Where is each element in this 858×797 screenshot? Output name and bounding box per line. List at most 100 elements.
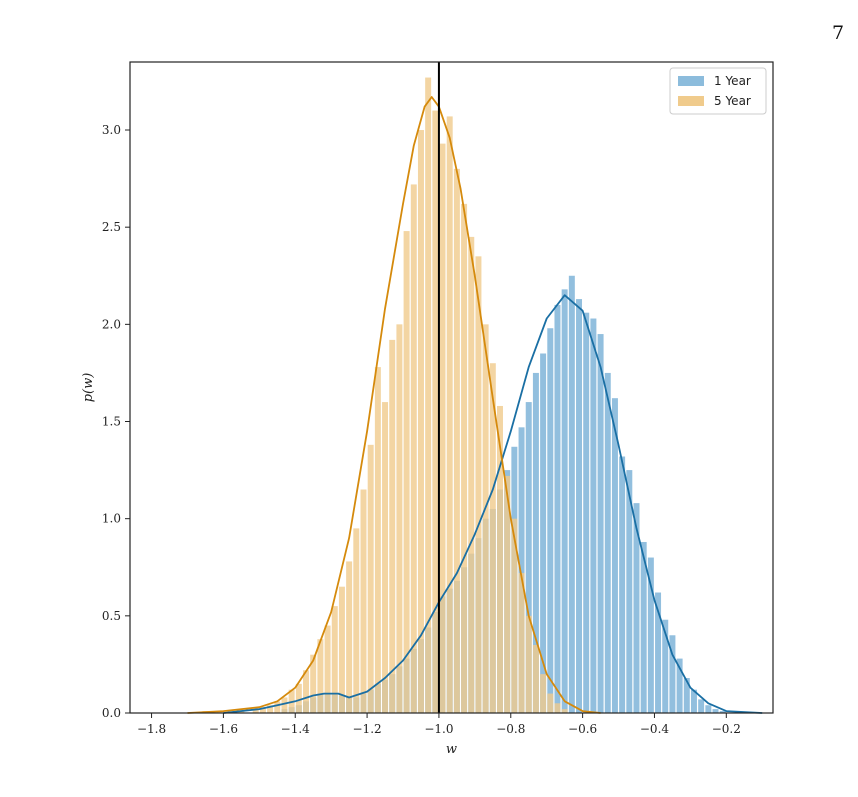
bar-5-year-3 bbox=[252, 709, 259, 713]
bar-5-year-29 bbox=[439, 143, 446, 713]
kde-line-1-year bbox=[223, 294, 763, 714]
bar-5-year-35 bbox=[482, 324, 489, 713]
x-axis-label: w bbox=[446, 742, 457, 757]
bar-5-year-44 bbox=[547, 693, 554, 713]
bar-5-year-15 bbox=[338, 586, 345, 713]
bar-5-year-21 bbox=[382, 402, 389, 713]
bar-5-year-28 bbox=[432, 110, 439, 713]
bar-5-year-46 bbox=[561, 709, 568, 713]
bar-1-year-47 bbox=[619, 456, 626, 713]
page-number: 7 bbox=[832, 22, 845, 44]
x-tick-label: −0.4 bbox=[640, 722, 670, 736]
bar-1-year-53 bbox=[662, 619, 669, 713]
bar-1-year-40 bbox=[568, 275, 575, 713]
bar-5-year-20 bbox=[374, 367, 381, 713]
bar-1-year-33 bbox=[518, 427, 525, 713]
bar-5-year-16 bbox=[346, 561, 353, 713]
bar-1-year-38 bbox=[554, 304, 561, 713]
bar-5-year-41 bbox=[525, 615, 532, 713]
bar-1-year-34 bbox=[525, 402, 532, 713]
bar-5-year-43 bbox=[540, 674, 547, 713]
x-tick-label: −1.2 bbox=[353, 722, 382, 736]
legend: 1 Year 5 Year bbox=[669, 67, 767, 115]
bar-5-year-26 bbox=[417, 130, 424, 714]
kde-line-5-year bbox=[187, 96, 601, 714]
kde-layer bbox=[187, 96, 763, 714]
bar-1-year-55 bbox=[676, 658, 683, 713]
bar-1-year-57 bbox=[690, 689, 697, 713]
bar-1-year-50 bbox=[640, 541, 647, 713]
bar-1-year-41 bbox=[576, 299, 583, 713]
x-tick-label: −1.8 bbox=[137, 722, 166, 736]
bar-5-year-38 bbox=[504, 475, 511, 713]
bar-1-year-48 bbox=[626, 470, 633, 713]
bar-5-year-4 bbox=[259, 707, 266, 713]
bar-1-year-35 bbox=[532, 372, 539, 713]
bar-1-year-37 bbox=[547, 328, 554, 713]
x-tick-label: −1.0 bbox=[424, 722, 453, 736]
y-tick-label: 0.0 bbox=[102, 706, 121, 720]
y-axis-label: p(w) bbox=[81, 373, 96, 403]
bar-5-year-24 bbox=[403, 231, 410, 713]
bar-1-year-44 bbox=[597, 334, 604, 713]
bar-5-year-36 bbox=[489, 363, 496, 713]
bar-1-year-56 bbox=[683, 678, 690, 713]
x-tick-label: −1.6 bbox=[209, 722, 238, 736]
bar-1-year-46 bbox=[611, 398, 618, 713]
legend-swatch bbox=[678, 76, 704, 86]
y-tick-label: 1.0 bbox=[102, 512, 121, 526]
bar-1-year-54 bbox=[669, 635, 676, 713]
bar-5-year-5 bbox=[267, 705, 274, 713]
legend-label: 5 Year bbox=[714, 94, 751, 108]
y-tick-label: 2.5 bbox=[102, 220, 121, 234]
bar-5-year-2 bbox=[238, 711, 245, 713]
bar-5-year-39 bbox=[511, 518, 518, 713]
bar-5-year-22 bbox=[389, 339, 396, 713]
bar-5-year-18 bbox=[360, 489, 367, 713]
bar-1-year-49 bbox=[633, 503, 640, 713]
bar-5-year-6 bbox=[274, 701, 281, 713]
bar-5-year-30 bbox=[446, 116, 453, 714]
bar-5-year-25 bbox=[410, 184, 417, 713]
bar-5-year-42 bbox=[532, 644, 539, 713]
bar-5-year-17 bbox=[353, 528, 360, 713]
y-axis-ticks: 0.0 0.5 1.0 1.5 2.0 2.5 3.0 bbox=[102, 123, 130, 720]
bar-1-year-52 bbox=[655, 592, 662, 713]
bar-5-year-23 bbox=[396, 324, 403, 713]
x-tick-label: −1.4 bbox=[281, 722, 311, 736]
bar-1-year-45 bbox=[604, 372, 611, 713]
legend-swatch bbox=[678, 96, 704, 106]
bar-1-year-42 bbox=[583, 312, 590, 713]
y-tick-label: 1.5 bbox=[102, 415, 121, 429]
bar-5-year-7 bbox=[281, 697, 288, 713]
y-tick-label: 3.0 bbox=[102, 123, 121, 137]
bar-5-year-12 bbox=[317, 639, 324, 713]
bar-5-year-10 bbox=[303, 670, 310, 713]
x-tick-label: −0.8 bbox=[496, 722, 525, 736]
x-tick-label: −0.6 bbox=[568, 722, 597, 736]
x-axis-ticks: −1.8 −1.6 −1.4 −1.2 −1.0 −0.8 −0.6 −0.4 −0.2 bbox=[137, 713, 741, 736]
bar-5-year-45 bbox=[554, 703, 561, 713]
bar-5-year-27 bbox=[425, 77, 432, 714]
bar-1-year-39 bbox=[561, 289, 568, 713]
bar-1-year-58 bbox=[698, 699, 705, 713]
bar-5-year-34 bbox=[475, 256, 482, 713]
bars-layer bbox=[202, 77, 726, 714]
y-tick-label: 0.5 bbox=[102, 609, 121, 623]
bar-1-year-59 bbox=[705, 705, 712, 713]
bar-1-year-61 bbox=[719, 711, 726, 713]
bar-5-year-37 bbox=[497, 405, 503, 713]
plot-frame bbox=[129, 61, 774, 714]
bar-5-year-33 bbox=[468, 236, 475, 714]
bar-1-year-51 bbox=[647, 557, 654, 713]
bar-1-year-43 bbox=[590, 318, 597, 713]
bar-5-year-9 bbox=[295, 683, 302, 713]
bar-5-year-31 bbox=[453, 168, 460, 713]
bar-1-year-60 bbox=[712, 709, 719, 713]
bar-5-year-11 bbox=[310, 654, 317, 713]
y-tick-label: 2.0 bbox=[102, 317, 121, 331]
bar-5-year-32 bbox=[461, 203, 468, 714]
bar-5-year-13 bbox=[324, 625, 331, 713]
bar-1-year-36 bbox=[540, 353, 547, 713]
